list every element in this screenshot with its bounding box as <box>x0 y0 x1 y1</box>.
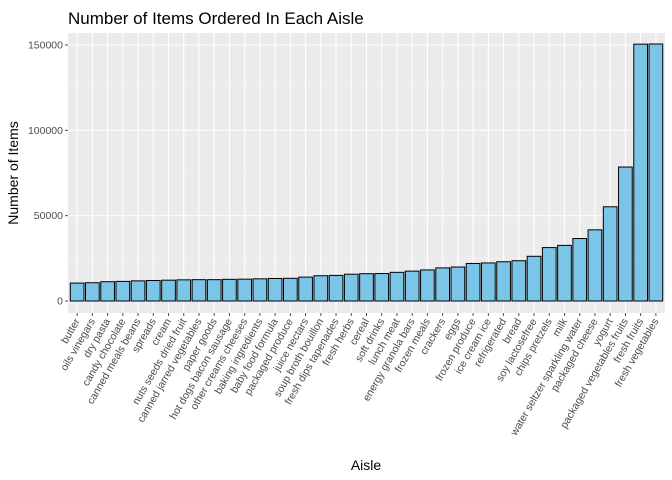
bar <box>222 278 237 302</box>
bar <box>206 279 222 302</box>
bar <box>541 247 557 302</box>
bar <box>237 278 253 302</box>
bar <box>480 262 496 302</box>
bar <box>69 282 85 302</box>
bar <box>389 271 405 302</box>
bar <box>282 277 298 302</box>
bar <box>420 269 435 302</box>
bar <box>602 206 618 302</box>
bar <box>374 273 390 302</box>
bar <box>404 270 420 302</box>
bar <box>115 280 131 302</box>
bar <box>85 282 100 302</box>
y-axis: 0 50000 100000 150000 <box>28 40 68 308</box>
bar <box>298 276 313 302</box>
y-tick-label: 100000 <box>28 125 63 137</box>
bar <box>267 277 283 302</box>
bar <box>465 262 481 302</box>
y-axis-title: Number of Items <box>5 121 21 224</box>
bar <box>496 261 511 302</box>
y-tick-label: 150000 <box>28 40 63 52</box>
bar <box>618 166 633 302</box>
bar <box>526 255 542 302</box>
y-tick-label: 0 <box>57 296 63 308</box>
bars <box>69 43 664 302</box>
bar <box>572 238 588 302</box>
bar <box>161 279 176 302</box>
bar <box>145 280 161 302</box>
chart-title: Number of Items Ordered In Each Aisle <box>68 9 364 28</box>
bar <box>359 273 374 302</box>
bar <box>557 244 572 302</box>
bar <box>343 273 359 302</box>
bar <box>450 266 466 302</box>
bar <box>191 279 207 302</box>
bar <box>176 279 192 302</box>
bar <box>313 275 329 302</box>
bar <box>130 280 146 302</box>
bar <box>633 43 648 302</box>
bar <box>100 281 115 302</box>
y-tick-label: 50000 <box>34 210 63 222</box>
bar <box>511 260 527 302</box>
bar <box>435 267 451 302</box>
bar <box>587 229 603 302</box>
bar <box>252 278 268 302</box>
bar <box>328 274 344 302</box>
x-axis-title: Aisle <box>351 457 382 473</box>
bar <box>648 43 664 302</box>
